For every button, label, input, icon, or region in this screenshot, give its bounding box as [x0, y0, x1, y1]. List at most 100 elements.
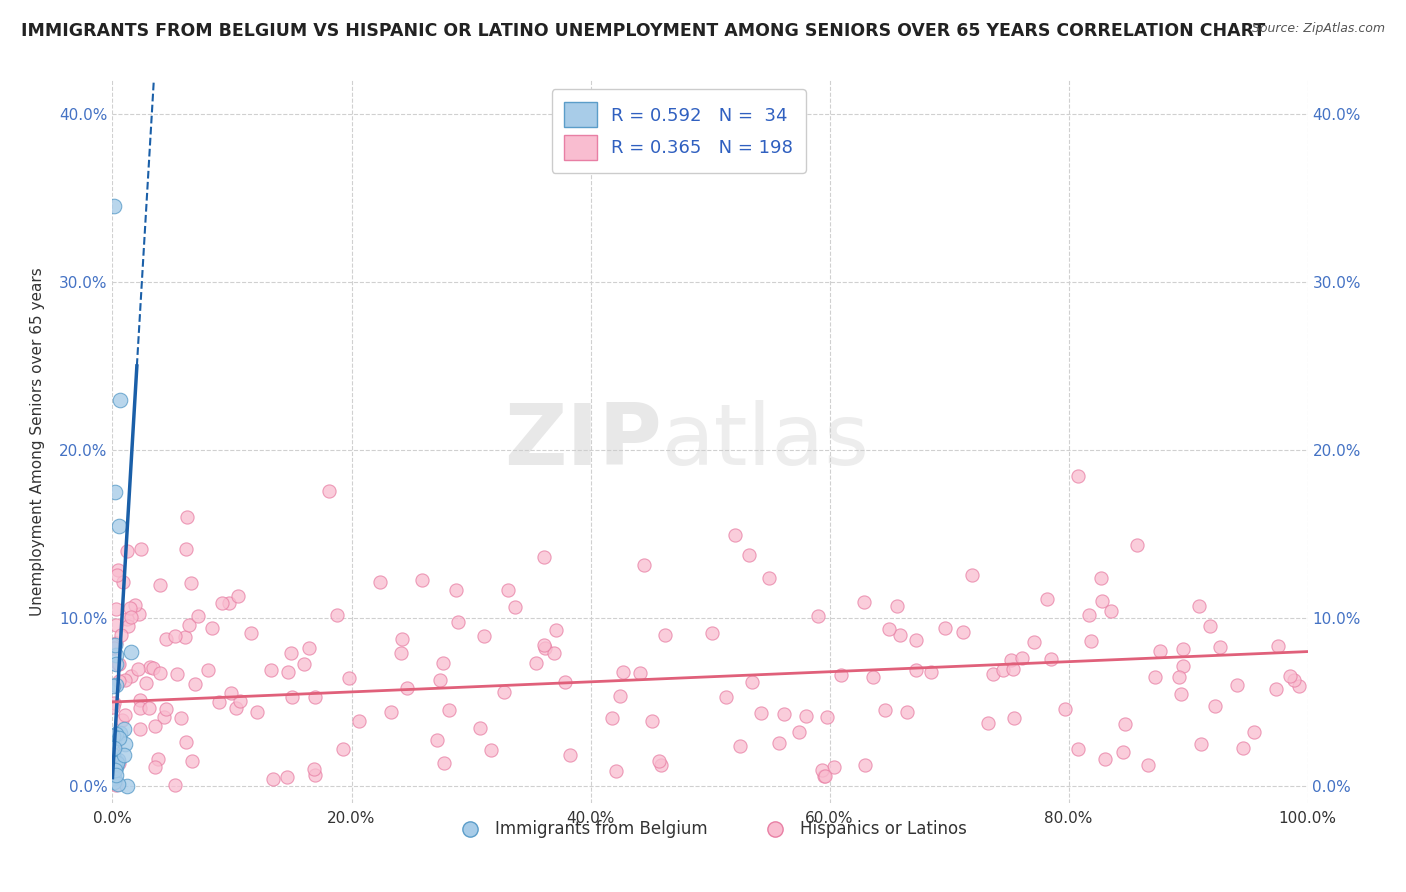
- Point: [447, 615, 470, 630]
- Text: atlas: atlas: [662, 400, 870, 483]
- Point: [103, 771, 125, 785]
- Point: [143, 719, 166, 733]
- Point: [149, 578, 172, 592]
- Point: [612, 665, 634, 679]
- Point: [110, 628, 132, 642]
- Point: [886, 599, 908, 614]
- Point: [1264, 682, 1286, 697]
- Point: [1000, 653, 1022, 667]
- Point: [292, 657, 315, 671]
- Point: [107, 518, 129, 533]
- Point: [260, 664, 283, 678]
- Point: [187, 609, 209, 624]
- Point: [174, 541, 197, 556]
- Point: [1288, 679, 1310, 693]
- Point: [105, 567, 128, 582]
- Point: [934, 621, 956, 635]
- Point: [120, 668, 142, 682]
- Point: [120, 600, 142, 615]
- Point: [811, 764, 834, 778]
- Point: [741, 675, 763, 690]
- Point: [896, 706, 918, 720]
- Point: [1167, 670, 1189, 684]
- Point: [952, 625, 974, 640]
- Point: [281, 690, 304, 704]
- Point: [146, 751, 169, 765]
- Point: [1114, 717, 1136, 731]
- Point: [218, 596, 240, 610]
- Point: [104, 756, 127, 771]
- Point: [112, 747, 135, 762]
- Point: [444, 582, 467, 597]
- Point: [503, 600, 526, 615]
- Point: [1267, 639, 1289, 653]
- Point: [853, 594, 876, 608]
- Point: [772, 707, 794, 722]
- Point: [1170, 687, 1192, 701]
- Point: [714, 690, 737, 704]
- Point: [184, 677, 207, 691]
- Point: [304, 690, 326, 704]
- Point: [142, 661, 165, 675]
- Point: [155, 702, 177, 716]
- Point: [543, 646, 565, 660]
- Point: [628, 666, 651, 681]
- Point: [114, 707, 136, 722]
- Point: [101, 729, 124, 743]
- Y-axis label: Unemployment Among Seniors over 65 years: Unemployment Among Seniors over 65 years: [31, 268, 45, 615]
- Point: [277, 665, 299, 679]
- Point: [960, 567, 983, 582]
- Point: [239, 626, 262, 640]
- Point: [103, 741, 125, 756]
- Point: [1204, 699, 1226, 714]
- Point: [1282, 673, 1305, 688]
- Point: [101, 747, 124, 762]
- Text: IMMIGRANTS FROM BELGIUM VS HISPANIC OR LATINO UNEMPLOYMENT AMONG SENIORS OVER 65: IMMIGRANTS FROM BELGIUM VS HISPANIC OR L…: [21, 22, 1265, 40]
- Point: [105, 602, 128, 616]
- Point: [129, 541, 152, 556]
- Point: [298, 640, 321, 655]
- Point: [728, 739, 751, 754]
- Point: [103, 756, 125, 770]
- Point: [138, 701, 160, 715]
- Point: [1077, 608, 1099, 623]
- Point: [654, 628, 676, 642]
- Point: [1091, 594, 1114, 608]
- Point: [389, 646, 412, 660]
- Point: [276, 770, 298, 784]
- Point: [1149, 644, 1171, 658]
- Point: [104, 485, 127, 500]
- Point: [395, 681, 418, 695]
- Point: [823, 759, 845, 773]
- Point: [796, 708, 818, 723]
- Point: [853, 757, 876, 772]
- Point: [879, 622, 901, 636]
- Point: [101, 680, 124, 694]
- Point: [533, 549, 555, 564]
- Point: [337, 671, 360, 685]
- Point: [103, 741, 125, 756]
- Point: [1040, 652, 1063, 666]
- Point: [105, 727, 128, 741]
- Point: [789, 725, 811, 739]
- Point: [129, 701, 152, 715]
- Point: [1125, 538, 1147, 552]
- Point: [1011, 650, 1033, 665]
- Point: [1189, 737, 1212, 751]
- Point: [101, 699, 124, 714]
- Point: [347, 714, 370, 729]
- Point: [108, 392, 131, 407]
- Point: [103, 696, 125, 710]
- Point: [1188, 599, 1211, 613]
- Point: [524, 657, 547, 671]
- Point: [143, 760, 166, 774]
- Point: [533, 640, 555, 655]
- Point: [128, 607, 150, 621]
- Point: [977, 715, 1000, 730]
- Point: [432, 656, 454, 670]
- Point: [600, 711, 623, 725]
- Point: [166, 667, 188, 681]
- Point: [105, 648, 128, 663]
- Point: [326, 608, 349, 623]
- Point: [114, 673, 136, 687]
